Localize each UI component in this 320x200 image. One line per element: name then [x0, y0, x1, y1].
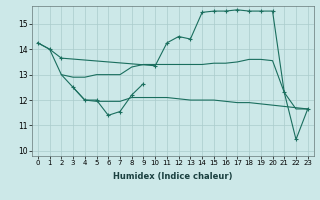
X-axis label: Humidex (Indice chaleur): Humidex (Indice chaleur) — [113, 172, 233, 181]
